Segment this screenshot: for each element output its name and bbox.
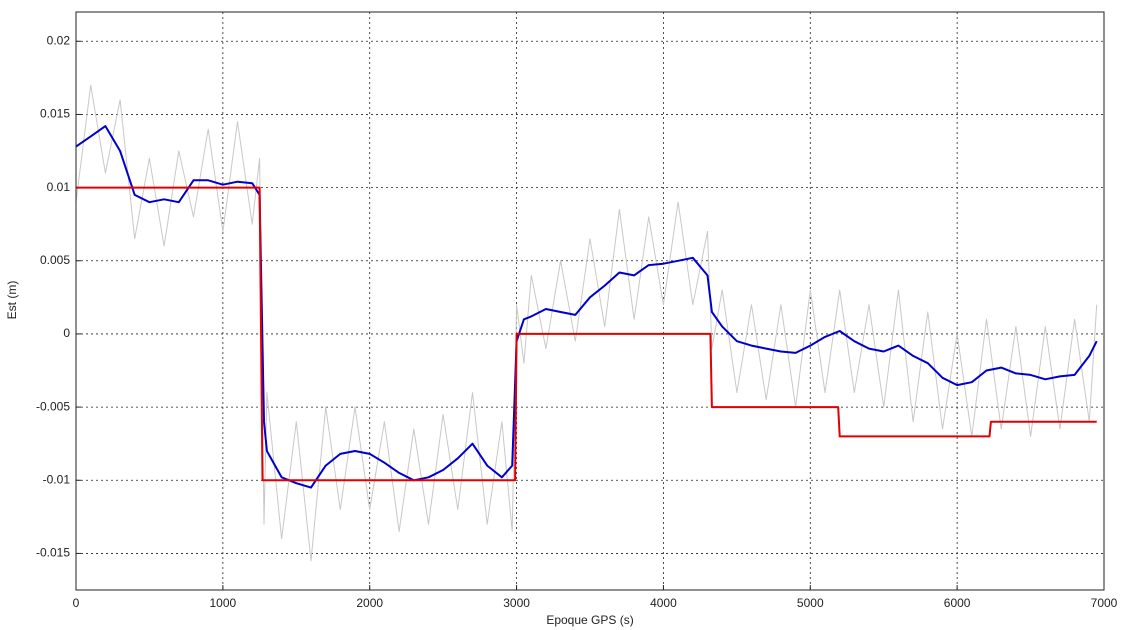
- x-tick-label: 6000: [944, 596, 971, 610]
- series-line: [76, 186, 1097, 482]
- series-line: [75, 84, 1098, 562]
- x-tick-label: 5000: [797, 596, 824, 610]
- y-tick-label: 0.005: [40, 253, 70, 267]
- x-tick-label: 2000: [356, 596, 383, 610]
- series-line: [75, 125, 1098, 489]
- y-tick-label: -0.015: [36, 546, 70, 560]
- x-tick-label: 1000: [210, 596, 237, 610]
- x-tick-label: 0: [73, 596, 80, 610]
- y-tick-label: 0.02: [47, 33, 71, 47]
- y-axis-label: Est (m): [5, 281, 19, 320]
- x-tick-label: 3000: [503, 596, 530, 610]
- y-tick-label: 0.015: [40, 107, 70, 121]
- x-axis-label: Epoque GPS (s): [546, 613, 633, 627]
- y-tick-label: -0.005: [36, 399, 70, 413]
- y-tick-label: 0: [63, 326, 70, 340]
- y-tick-label: 0.01: [47, 180, 71, 194]
- x-tick-label: 4000: [650, 596, 677, 610]
- plot-frame: [75, 11, 1105, 591]
- y-tick-label: -0.01: [43, 472, 71, 486]
- x-tick-label: 7000: [1091, 596, 1118, 610]
